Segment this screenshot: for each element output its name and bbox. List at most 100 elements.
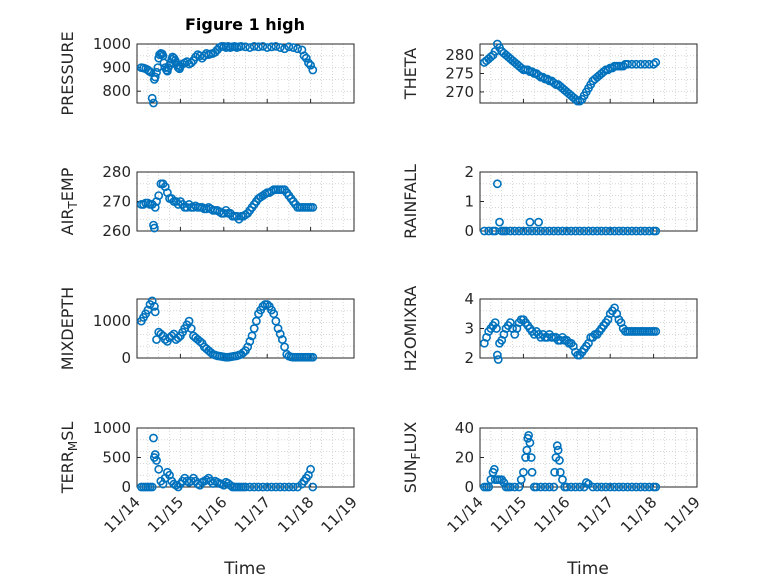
data-point [195, 337, 205, 346]
data-point [566, 482, 576, 492]
data-point [549, 226, 559, 236]
data-point [575, 482, 585, 492]
data-point [479, 226, 489, 236]
y-tick-label: 0 [464, 222, 474, 240]
data-point [523, 226, 533, 236]
y-tick-label: 2 [464, 349, 474, 367]
data-point [241, 482, 250, 492]
x-tick-label: 11/18 [274, 493, 317, 536]
y-axis-label-main: H2OMIXRA [401, 286, 420, 372]
y-axis-label-main: RAINFALL [401, 164, 420, 239]
data-point [605, 482, 615, 492]
data-point [238, 348, 248, 357]
y-axis-label: THETA [401, 48, 420, 100]
x-tick-label: 11/17 [574, 493, 617, 536]
data-point [618, 61, 628, 71]
data-point [249, 324, 259, 333]
data-point [599, 67, 609, 77]
data-point [532, 226, 541, 236]
data-point [499, 478, 509, 487]
data-point [308, 202, 318, 212]
y-tick-label: 260 [102, 222, 131, 240]
data-point [522, 445, 532, 455]
data-point [156, 329, 166, 339]
subplot-1: 800 900 1000 PRESSURE [58, 31, 355, 116]
data-point [152, 456, 161, 465]
data-point [150, 202, 160, 212]
subplot-8: 0 20 40 11/14 11/15 11/16 11/17 11/18 11/19 SUNFL… [401, 419, 704, 536]
y-axis-label-subscript: T [66, 201, 80, 210]
data-point [588, 482, 598, 492]
axes-frame [479, 171, 698, 232]
y-tick-label: 270 [445, 83, 474, 101]
data-point [149, 223, 159, 233]
y-tick-label: 0 [121, 349, 131, 367]
data-point [147, 93, 157, 103]
data-point [640, 59, 650, 69]
data-point [510, 482, 520, 492]
data-point [262, 300, 272, 309]
data-point [597, 482, 606, 492]
y-axis-label-rest: EMP [58, 167, 77, 201]
data-point [545, 482, 554, 492]
data-point [540, 482, 550, 492]
data-point [538, 72, 548, 82]
data-point [623, 59, 632, 69]
data-point [527, 67, 537, 77]
data-point [490, 318, 500, 327]
x-axis-label-left: Time [223, 559, 266, 579]
data-point [623, 226, 632, 236]
data-point [627, 226, 637, 236]
data-point [280, 482, 289, 492]
data-point [271, 41, 281, 51]
data-point [492, 179, 502, 189]
data-point [186, 58, 196, 68]
data-point [542, 74, 552, 84]
data-point [553, 226, 563, 236]
data-point [146, 67, 156, 77]
data-point [575, 96, 585, 106]
data-point [610, 482, 619, 492]
y-tick-label: 4 [464, 290, 474, 308]
y-axis-label: MIXDEPTH [58, 287, 77, 370]
data-point [306, 464, 315, 474]
data-point [262, 482, 272, 492]
data-point [245, 337, 255, 346]
data-point [280, 44, 289, 54]
data-point [149, 433, 158, 443]
data-point [150, 450, 160, 459]
y-axis-label-subscript: M [66, 441, 80, 451]
data-point [206, 348, 216, 357]
data-point [149, 98, 158, 108]
data-point [549, 78, 559, 88]
data-point [579, 226, 589, 236]
data-point [562, 482, 572, 492]
data-point [150, 72, 160, 82]
x-tick-label: 11/16 [187, 493, 230, 536]
data-point [571, 482, 580, 492]
data-point [592, 226, 602, 236]
data-point [249, 41, 259, 51]
data-point [552, 441, 562, 451]
data-point [640, 226, 650, 236]
y-axis-label-main: MIXDEPTH [58, 287, 77, 370]
data-point [271, 482, 281, 492]
y-tick-label: 900 [102, 59, 131, 77]
data-point [197, 53, 207, 63]
y-tick-label: 1000 [93, 312, 131, 330]
data-point [202, 475, 211, 485]
data-point [171, 480, 181, 490]
data-point [275, 43, 285, 52]
axes-frame [479, 427, 698, 488]
data-point [536, 226, 546, 236]
y-axis-label-main: AIR [58, 209, 77, 236]
data-point [152, 67, 161, 77]
y-axis-label-main: SUN [401, 459, 420, 493]
data-point [495, 217, 504, 227]
data-point [605, 226, 615, 236]
y-tick-label: 280 [445, 46, 474, 64]
y-tick-label: 275 [445, 65, 474, 83]
